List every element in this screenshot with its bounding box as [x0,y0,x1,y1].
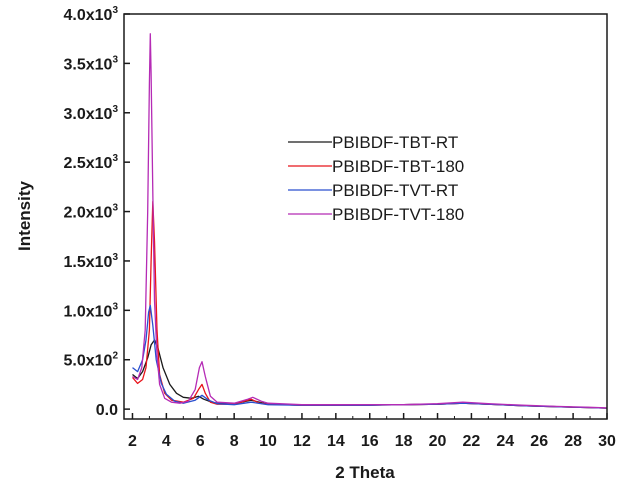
x-tick-label: 8 [230,433,239,450]
legend-label: PBIBDF-TBT-180 [332,157,464,176]
x-tick-label: 2 [128,433,137,450]
series-line-3 [132,304,608,409]
legend-label: PBIBDF-TVT-180 [332,205,464,224]
x-tick-label: 14 [327,433,345,450]
x-tick-label: 4 [162,433,171,450]
y-tick-label: 0.0 [96,402,118,419]
x-tick-label: 30 [598,433,616,450]
legend-label: PBIBDF-TBT-RT [332,133,458,152]
series-layer [132,33,608,409]
y-tick-label: 4.0x103 [64,5,119,24]
x-tick-label: 24 [496,433,514,450]
y-tick-label: 3.0x103 [64,104,119,123]
x-tick-label: 22 [463,433,481,450]
x-tick-label: 12 [293,433,311,450]
x-tick-label: 16 [361,433,379,450]
y-tick-labels: 0.0 5.0x102 1.0x103 1.5x103 2.0x103 2.5x103 3.… [64,5,119,419]
x-tick-label: 10 [259,433,277,450]
x-axis-title: 2 Theta [335,463,395,482]
y-tick-label: 1.5x103 [64,252,119,271]
x-tick-label: 28 [564,433,582,450]
plot-frame [123,13,608,420]
y-axis-title: Intensity [15,181,34,251]
x-tick-label: 26 [530,433,548,450]
y-tick-label: 3.5x103 [64,54,119,73]
x-tick-label: 20 [429,433,447,450]
series-line-2 [132,201,608,409]
series-line-1 [132,339,608,409]
ticks-layer [124,13,608,419]
y-tick-label: 2.0x103 [64,203,119,222]
x-tick-label: 18 [395,433,413,450]
legend: PBIBDF-TBT-RT PBIBDF-TBT-180 PBIBDF-TVT-RT… [288,133,464,224]
x-tick-labels: 2 4 6 8 10 12 14 16 18 20 22 24 26 28 30 [128,433,616,450]
y-tick-label: 2.5x103 [64,153,119,172]
x-tick-label: 6 [196,433,205,450]
legend-label: PBIBDF-TVT-RT [332,181,458,200]
y-tick-label: 1.0x103 [64,301,119,320]
y-tick-label: 5.0x102 [64,351,119,370]
series-line-4 [132,33,608,409]
